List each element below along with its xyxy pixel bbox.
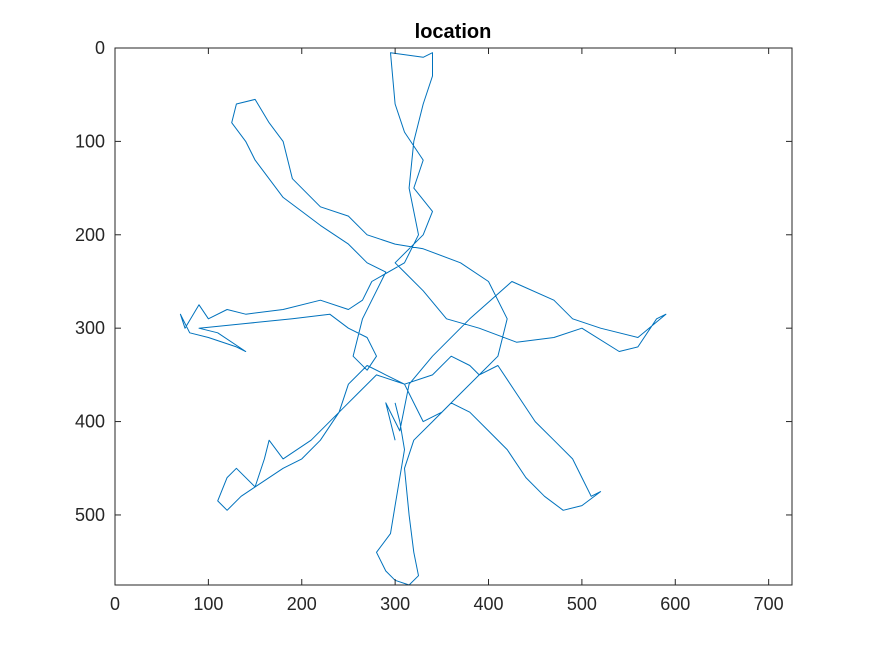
- y-axis: 0 100 200 300 400 500: [75, 38, 792, 525]
- y-tick-label: 100: [75, 131, 105, 151]
- x-tick-label: 200: [287, 594, 317, 614]
- x-axis: 0 100 200 300 400 500 600 700: [110, 48, 784, 614]
- x-tick-label: 300: [380, 594, 410, 614]
- y-tick-label: 500: [75, 505, 105, 525]
- x-tick-label: 500: [567, 594, 597, 614]
- x-tick-label: 700: [754, 594, 784, 614]
- trajectory-line-0: [179, 52, 667, 586]
- y-tick-label: 400: [75, 412, 105, 432]
- x-tick-label: 400: [473, 594, 503, 614]
- x-tick-label: 100: [193, 594, 223, 614]
- trajectory-layer: [179, 52, 667, 586]
- y-tick-label: 0: [95, 38, 105, 58]
- x-tick-label: 600: [660, 594, 690, 614]
- chart-title: location: [415, 21, 492, 43]
- x-tick-label: 0: [110, 594, 120, 614]
- y-tick-label: 200: [75, 225, 105, 245]
- axes-box: [114, 47, 793, 586]
- y-tick-label: 300: [75, 318, 105, 338]
